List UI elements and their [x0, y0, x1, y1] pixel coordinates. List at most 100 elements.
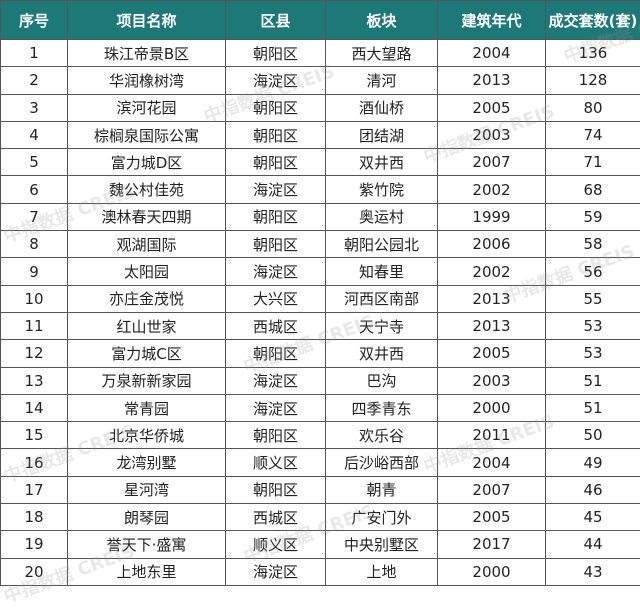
- district-cell: 朝阳区: [226, 340, 326, 367]
- district-cell: 朝阳区: [226, 476, 326, 503]
- project-name-cell: 富力城C区: [68, 340, 226, 367]
- sales-count-cell: 50: [546, 422, 640, 449]
- project-name-cell: 常青园: [68, 394, 226, 421]
- project-name-cell: 魏公村佳苑: [68, 176, 226, 203]
- sales-count-cell: 58: [546, 231, 640, 258]
- project-name-cell: 北京华侨城: [68, 422, 226, 449]
- area-cell: 上地: [326, 558, 438, 585]
- area-cell: 清河: [326, 67, 438, 94]
- sales-count-cell: 53: [546, 340, 640, 367]
- project-name-cell: 滨河花园: [68, 94, 226, 121]
- build-year-cell: 2000: [438, 394, 546, 421]
- area-cell: 广安门外: [326, 504, 438, 531]
- district-cell: 朝阳区: [226, 231, 326, 258]
- project-name-cell: 富力城D区: [68, 149, 226, 176]
- header-row: 序号项目名称区县板块建筑年代成交套数(套): [1, 1, 640, 40]
- project-name-cell: 龙湾别墅: [68, 449, 226, 476]
- rank-cell: 11: [1, 312, 68, 339]
- sales-count-cell: 55: [546, 285, 640, 312]
- district-cell: 朝阳区: [226, 121, 326, 148]
- district-cell: 海淀区: [226, 367, 326, 394]
- district-cell: 西城区: [226, 312, 326, 339]
- rank-cell: 4: [1, 121, 68, 148]
- build-year-cell: 2013: [438, 67, 546, 94]
- column-header: 建筑年代: [438, 1, 546, 40]
- project-name-cell: 澳林春天四期: [68, 203, 226, 230]
- column-header: 区县: [226, 1, 326, 40]
- column-header: 板块: [326, 1, 438, 40]
- rank-cell: 1: [1, 40, 68, 67]
- build-year-cell: 2003: [438, 121, 546, 148]
- district-cell: 朝阳区: [226, 149, 326, 176]
- district-cell: 朝阳区: [226, 40, 326, 67]
- area-cell: 欢乐谷: [326, 422, 438, 449]
- district-cell: 顺义区: [226, 531, 326, 558]
- sales-count-cell: 51: [546, 367, 640, 394]
- sales-count-cell: 136: [546, 40, 640, 67]
- rank-cell: 6: [1, 176, 68, 203]
- rank-cell: 14: [1, 394, 68, 421]
- project-name-cell: 星河湾: [68, 476, 226, 503]
- sales-count-cell: 71: [546, 149, 640, 176]
- build-year-cell: 2007: [438, 476, 546, 503]
- project-name-cell: 观湖国际: [68, 231, 226, 258]
- build-year-cell: 2013: [438, 285, 546, 312]
- build-year-cell: 2002: [438, 176, 546, 203]
- district-cell: 顺义区: [226, 449, 326, 476]
- project-name-cell: 华润橡树湾: [68, 67, 226, 94]
- sales-count-cell: 56: [546, 258, 640, 285]
- area-cell: 团结湖: [326, 121, 438, 148]
- sales-count-cell: 59: [546, 203, 640, 230]
- district-cell: 海淀区: [226, 176, 326, 203]
- sales-count-cell: 74: [546, 121, 640, 148]
- sales-count-cell: 44: [546, 531, 640, 558]
- district-cell: 海淀区: [226, 394, 326, 421]
- district-cell: 海淀区: [226, 258, 326, 285]
- column-header: 项目名称: [68, 1, 226, 40]
- project-name-cell: 亦庄金茂悦: [68, 285, 226, 312]
- area-cell: 双井西: [326, 149, 438, 176]
- area-cell: 中央别墅区: [326, 531, 438, 558]
- project-name-cell: 珠江帝景B区: [68, 40, 226, 67]
- area-cell: 朝阳公园北: [326, 231, 438, 258]
- project-name-cell: 太阳园: [68, 258, 226, 285]
- area-cell: 紫竹院: [326, 176, 438, 203]
- rank-cell: 16: [1, 449, 68, 476]
- sales-count-cell: 51: [546, 394, 640, 421]
- sales-count-cell: 45: [546, 504, 640, 531]
- rank-cell: 15: [1, 422, 68, 449]
- district-cell: 朝阳区: [226, 422, 326, 449]
- sales-count-cell: 68: [546, 176, 640, 203]
- district-cell: 海淀区: [226, 558, 326, 585]
- rank-cell: 18: [1, 504, 68, 531]
- build-year-cell: 2005: [438, 340, 546, 367]
- rank-cell: 7: [1, 203, 68, 230]
- area-cell: 奥运村: [326, 203, 438, 230]
- area-cell: 四季青东: [326, 394, 438, 421]
- project-name-cell: 上地东里: [68, 558, 226, 585]
- build-year-cell: 2005: [438, 504, 546, 531]
- district-cell: 朝阳区: [226, 203, 326, 230]
- build-year-cell: 2004: [438, 449, 546, 476]
- build-year-cell: 2002: [438, 258, 546, 285]
- build-year-cell: 2004: [438, 40, 546, 67]
- rank-cell: 9: [1, 258, 68, 285]
- build-year-cell: 1999: [438, 203, 546, 230]
- project-name-cell: 誉天下·盛寓: [68, 531, 226, 558]
- sales-count-cell: 128: [546, 67, 640, 94]
- sales-count-cell: 43: [546, 558, 640, 585]
